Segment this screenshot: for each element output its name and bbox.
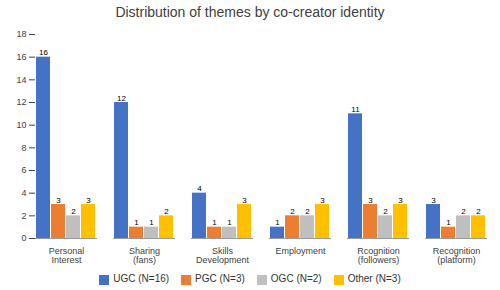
svg-text:SkillsDevelopment: SkillsDevelopment (196, 246, 250, 265)
svg-text:1: 1 (212, 218, 217, 227)
svg-text:1: 1 (227, 218, 232, 227)
svg-text:Sharing(fans): Sharing(fans) (129, 246, 160, 265)
svg-text:2: 2 (164, 207, 169, 216)
svg-text:14: 14 (16, 75, 26, 85)
svg-text:3: 3 (368, 196, 373, 205)
svg-text:11: 11 (351, 105, 360, 114)
svg-text:2: 2 (71, 207, 76, 216)
html-text:UGC (N=16): UGC (N=16) (113, 273, 170, 285)
html-text:Other (N=3): Other (N=3) (347, 273, 401, 285)
svg-text:18: 18 (16, 29, 26, 39)
html-text:PGC (N=3): PGC (N=3) (195, 273, 245, 285)
svg-text:8: 8 (21, 143, 26, 153)
svg-text:1: 1 (446, 218, 451, 227)
svg-text:0: 0 (21, 233, 26, 243)
svg-text:Recognition(platform): Recognition(platform) (433, 246, 481, 265)
svg-text:3: 3 (398, 196, 403, 205)
svg-text:2: 2 (383, 207, 388, 216)
svg-text:1: 1 (275, 218, 280, 227)
svg-text:3: 3 (431, 196, 436, 205)
svg-text:PersonalInterest: PersonalInterest (49, 246, 85, 265)
svg-text:3: 3 (320, 196, 325, 205)
html-text:Distribution of themes by co-c: Distribution of themes by co-creator ide… (115, 4, 385, 20)
svg-text:2: 2 (305, 207, 310, 216)
svg-text:2: 2 (461, 207, 466, 216)
svg-text:6: 6 (21, 165, 26, 175)
svg-text:10: 10 (16, 120, 26, 130)
svg-text:3: 3 (86, 196, 91, 205)
svg-text:16: 16 (39, 48, 48, 57)
svg-text:2: 2 (476, 207, 481, 216)
svg-text:3: 3 (242, 196, 247, 205)
svg-text:12: 12 (16, 97, 26, 107)
svg-text:Employment: Employment (275, 246, 326, 256)
svg-text:4: 4 (21, 188, 26, 198)
svg-text:16: 16 (16, 52, 26, 62)
svg-text:1: 1 (149, 218, 154, 227)
svg-text:2: 2 (290, 207, 295, 216)
svg-text:2: 2 (21, 211, 26, 221)
svg-text:1: 1 (134, 218, 139, 227)
svg-text:4: 4 (197, 184, 202, 193)
svg-text:Rcognition(followers): Rcognition(followers) (357, 246, 400, 265)
html-text:OGC (N=2): OGC (N=2) (270, 273, 322, 285)
svg-text:3: 3 (56, 196, 61, 205)
svg-text:12: 12 (117, 94, 126, 103)
